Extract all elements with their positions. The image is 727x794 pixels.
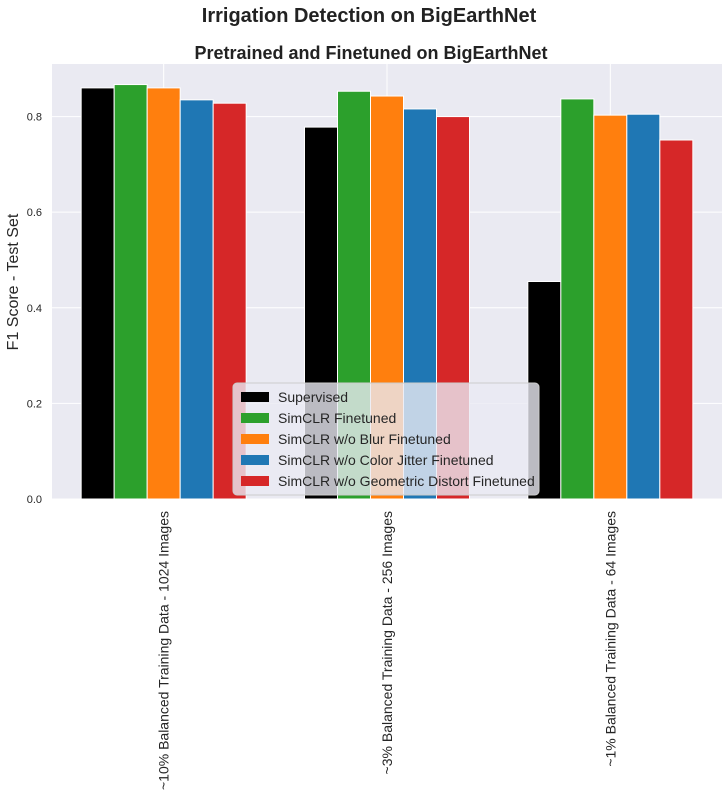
- bar: [593, 114, 628, 500]
- legend-swatch: [241, 392, 269, 402]
- legend-swatch: [241, 413, 269, 423]
- bar: [146, 87, 181, 500]
- x-tick-label: ~3% Balanced Training Data - 256 Images: [379, 511, 395, 774]
- bar: [626, 113, 661, 500]
- bar: [560, 98, 595, 500]
- y-tick-label: 0.4: [27, 303, 42, 315]
- y-axis-ticks: 0.0 0.2 0.4 0.6 0.8: [27, 112, 42, 506]
- bar: [80, 87, 115, 500]
- legend-box: [232, 382, 540, 496]
- x-tick-label: ~10% Balanced Training Data - 1024 Image…: [156, 511, 172, 790]
- x-axis-ticks: ~10% Balanced Training Data - 1024 Image…: [156, 511, 619, 790]
- y-tick-label: 0.6: [27, 207, 42, 219]
- y-tick-label: 0.2: [27, 398, 42, 410]
- legend-label: Supervised: [278, 389, 348, 405]
- chart-suptitle: Irrigation Detection on BigEarthNet: [202, 5, 537, 27]
- chart-title: Pretrained and Finetuned on BigEarthNet: [194, 43, 547, 63]
- legend-label: SimCLR w/o Color Jitter Finetuned: [278, 452, 494, 468]
- legend-label: SimCLR w/o Blur Finetuned: [278, 431, 451, 447]
- legend-swatch: [241, 434, 269, 444]
- bar: [179, 99, 214, 500]
- y-axis-label: F1 Score - Test Set: [5, 213, 22, 350]
- legend-swatch: [241, 476, 269, 486]
- bar: [113, 84, 148, 500]
- legend-swatch: [241, 455, 269, 465]
- legend: Supervised SimCLR Finetuned SimCLR w/o Blu…: [232, 382, 540, 496]
- bar: [659, 139, 694, 500]
- y-tick-label: 0.0: [27, 494, 42, 506]
- legend-label: SimCLR Finetuned: [278, 410, 396, 426]
- y-tick-label: 0.8: [27, 112, 42, 124]
- x-tick-label: ~1% Balanced Training Data - 64 Images: [602, 511, 618, 767]
- legend-label: SimCLR w/o Geometric Distort Finetuned: [278, 473, 535, 489]
